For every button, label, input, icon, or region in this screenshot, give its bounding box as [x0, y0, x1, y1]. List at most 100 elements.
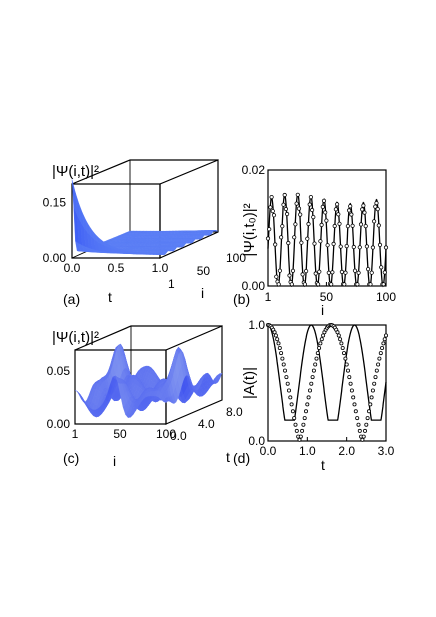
data-point: [282, 368, 287, 373]
panel-d-ytick: 1.0: [248, 318, 265, 332]
data-point: [362, 428, 367, 433]
data-point: [294, 201, 299, 206]
data-point: [338, 337, 343, 342]
panel-c-xtick: 50: [113, 427, 127, 441]
panel-b-ytick: 0.00: [242, 279, 266, 293]
data-point: [370, 245, 375, 250]
series-line: [267, 193, 387, 288]
data-point: [371, 219, 377, 224]
panel-b-xtick: 50: [320, 290, 334, 304]
data-point: [284, 211, 290, 217]
data-point: [348, 381, 353, 386]
panel-b: 1 50 100 0.00 0.02 |Ψ(i,t₀)|² i (b): [233, 163, 396, 318]
data-point: [358, 222, 364, 227]
data-point: [364, 244, 369, 249]
data-point: [278, 235, 284, 240]
data-point: [357, 245, 362, 250]
data-point: [332, 223, 337, 229]
data-point: [298, 212, 303, 217]
panel-c-ytick: 8.0: [226, 405, 243, 419]
data-point: [349, 388, 354, 393]
data-point: [382, 337, 387, 342]
data-point: [317, 269, 322, 274]
panel-d-ytick: 0.0: [248, 434, 265, 448]
panel-b-plot: [265, 192, 389, 288]
data-point: [345, 224, 350, 229]
data-point: [376, 223, 381, 228]
data-point: [281, 202, 286, 207]
data-point: [315, 351, 320, 356]
data-point: [347, 375, 352, 380]
data-point: [281, 362, 286, 367]
data-point: [330, 270, 335, 275]
data-point: [267, 227, 272, 232]
data-point: [301, 422, 306, 427]
data-point: [275, 337, 280, 342]
data-point: [369, 270, 374, 275]
data-point: [352, 268, 358, 273]
panel-a-zlabel: |Ψ(i,t)|²: [52, 163, 99, 180]
data-point: [296, 206, 302, 211]
data-point: [265, 236, 271, 241]
data-point: [274, 274, 279, 279]
data-point: [312, 241, 317, 246]
data-point: [286, 240, 291, 246]
panel-d-xtick: 2.0: [338, 444, 355, 458]
data-point: [319, 337, 324, 342]
data-point: [368, 282, 373, 287]
data-point: [335, 330, 340, 335]
data-point: [271, 213, 277, 218]
data-point: [320, 204, 325, 209]
data-point: [284, 375, 289, 380]
data-point: [364, 422, 369, 427]
data-point: [325, 243, 330, 248]
data-point: [279, 351, 284, 356]
panel-d-xlabel: t: [321, 457, 325, 473]
data-point: [377, 356, 382, 361]
panel-a-ytick: 1: [168, 277, 175, 291]
data-point: [326, 270, 331, 275]
data-point: [292, 416, 297, 421]
data-point: [339, 269, 344, 274]
data-point: [317, 345, 322, 350]
data-point: [307, 388, 312, 393]
panel-b-ylabel: |Ψ(i,t₀)|²: [241, 203, 258, 256]
data-point: [373, 375, 378, 380]
data-point: [362, 210, 367, 215]
data-point: [377, 242, 383, 247]
data-point: [305, 402, 310, 407]
panel-c-xtick: 1: [72, 427, 79, 441]
data-point: [298, 434, 303, 439]
data-point: [294, 428, 299, 433]
data-point: [346, 208, 352, 213]
data-point: [288, 395, 293, 400]
data-point: [382, 270, 387, 275]
panel-a-xtick: 0.5: [108, 261, 125, 275]
panel-a-ztick: 0.00: [43, 251, 67, 265]
data-point: [374, 201, 379, 206]
data-point: [269, 195, 274, 200]
data-point: [311, 368, 316, 373]
data-point: [353, 409, 358, 414]
data-point: [313, 362, 318, 367]
data-point: [310, 375, 315, 380]
data-point: [373, 204, 378, 209]
data-point: [375, 207, 380, 212]
panel-c-label: (c): [63, 450, 79, 466]
data-point: [318, 239, 323, 244]
data-point: [272, 330, 277, 335]
panel-c-ztick: 0.00: [47, 417, 71, 431]
data-point: [374, 368, 379, 373]
data-point: [305, 236, 310, 241]
data-point: [337, 221, 342, 226]
data-point: [343, 270, 348, 275]
panel-c-ytick: 4.0: [198, 417, 215, 431]
data-point: [303, 268, 309, 274]
data-point: [268, 205, 273, 210]
panel-c-ylabel: t: [226, 449, 230, 465]
panel-d-xtick: 3.0: [378, 444, 395, 458]
data-point: [352, 402, 357, 407]
data-point: [376, 362, 381, 367]
